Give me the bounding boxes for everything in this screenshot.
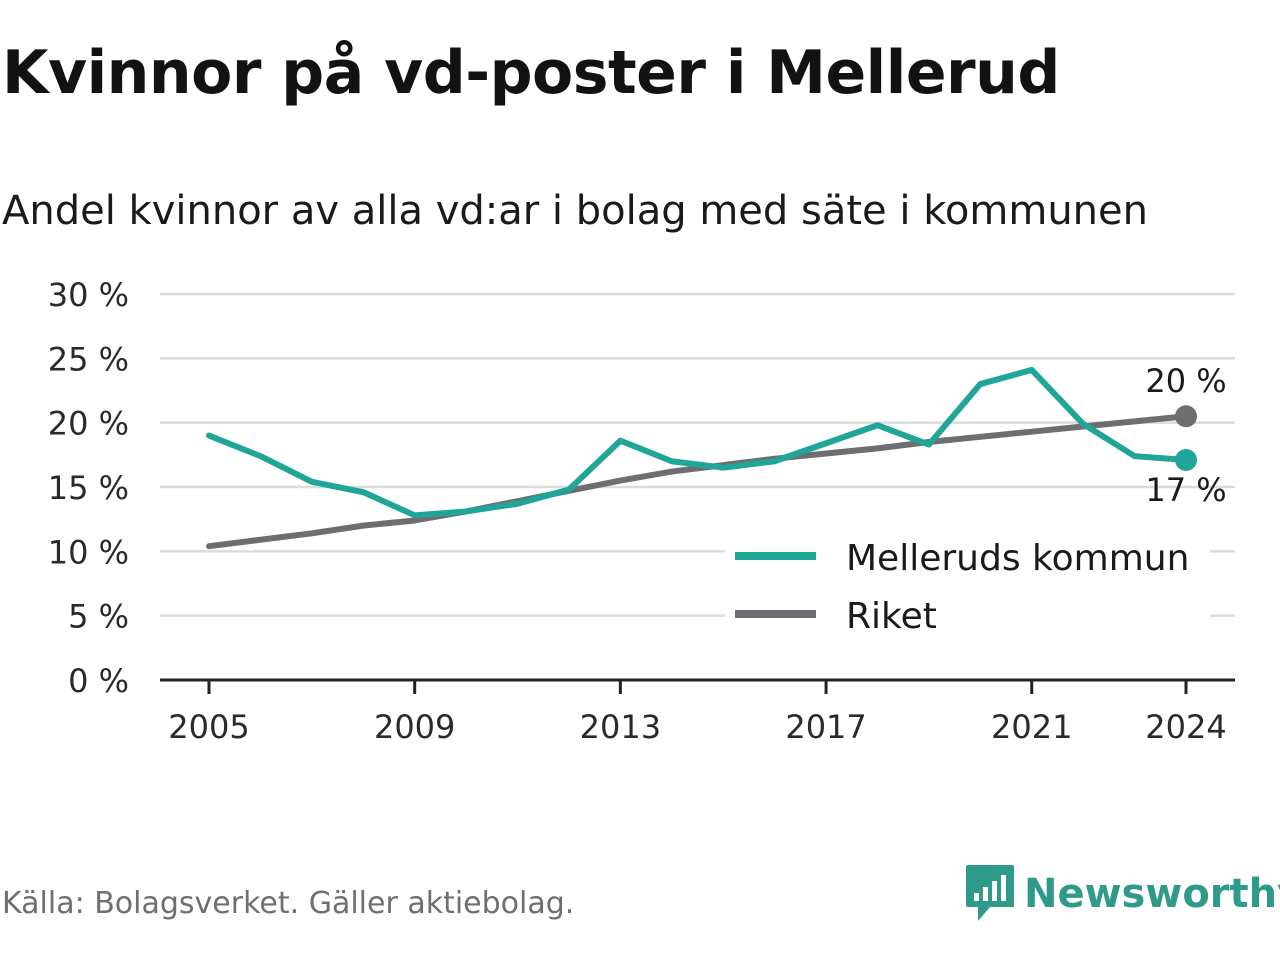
series-end-point bbox=[1175, 448, 1197, 471]
x-tick-label: 2013 bbox=[580, 708, 661, 746]
x-tick-label: 2021 bbox=[991, 708, 1072, 746]
y-tick-label: 25 % bbox=[48, 340, 129, 378]
grid-lines bbox=[160, 292, 1235, 617]
newsworthy-logo-text: Newsworthy bbox=[1024, 871, 1280, 917]
end-value-label: 20 % bbox=[1145, 362, 1226, 400]
end-value-label: 17 % bbox=[1145, 471, 1226, 509]
y-tick-label: 5 % bbox=[68, 598, 129, 636]
legend-label: Melleruds kommun bbox=[846, 538, 1189, 579]
y-tick-label: 10 % bbox=[48, 533, 129, 571]
newsworthy-logo-icon bbox=[966, 865, 1014, 921]
source-note: Källa: Bolagsverket. Gäller aktiebolag. bbox=[2, 886, 575, 921]
series-end-point bbox=[1175, 405, 1197, 428]
x-tick-label: 2017 bbox=[785, 708, 866, 746]
chart-subtitle: Andel kvinnor av alla vd:ar i bolag med … bbox=[2, 188, 1148, 234]
x-tick-label: 2024 bbox=[1145, 708, 1226, 746]
y-tick-label: 30 % bbox=[48, 276, 129, 314]
y-tick-label: 15 % bbox=[48, 469, 129, 507]
line-chart: 0 %5 %10 %15 %20 %25 %30 % 2005 2009 2013 2… bbox=[48, 276, 1235, 746]
x-tick-label: 2009 bbox=[374, 708, 455, 746]
series-line-riket bbox=[206, 413, 1189, 550]
y-axis-ticks: 0 % 5 % 10 % 15 % 20 % 25 % 30 % bbox=[48, 276, 129, 700]
chart-title: Kvinnor på vd-poster i Mellerud bbox=[2, 38, 1060, 108]
x-axis-ticks: 2005 2009 2013 2017 2021 2024 bbox=[168, 680, 1227, 746]
newsworthy-logo: Newsworthy bbox=[964, 862, 1280, 926]
legend-label: Riket bbox=[846, 596, 937, 637]
y-tick-label: 20 % bbox=[48, 405, 129, 443]
series-lines bbox=[206, 366, 1197, 550]
y-tick-label: 0 % bbox=[68, 662, 129, 700]
x-tick-label: 2005 bbox=[168, 708, 249, 746]
series-line-kommun bbox=[206, 366, 1189, 519]
end-labels: 17 % 20 % bbox=[1145, 362, 1226, 509]
legend: Melleruds kommun Riket bbox=[725, 538, 1210, 638]
